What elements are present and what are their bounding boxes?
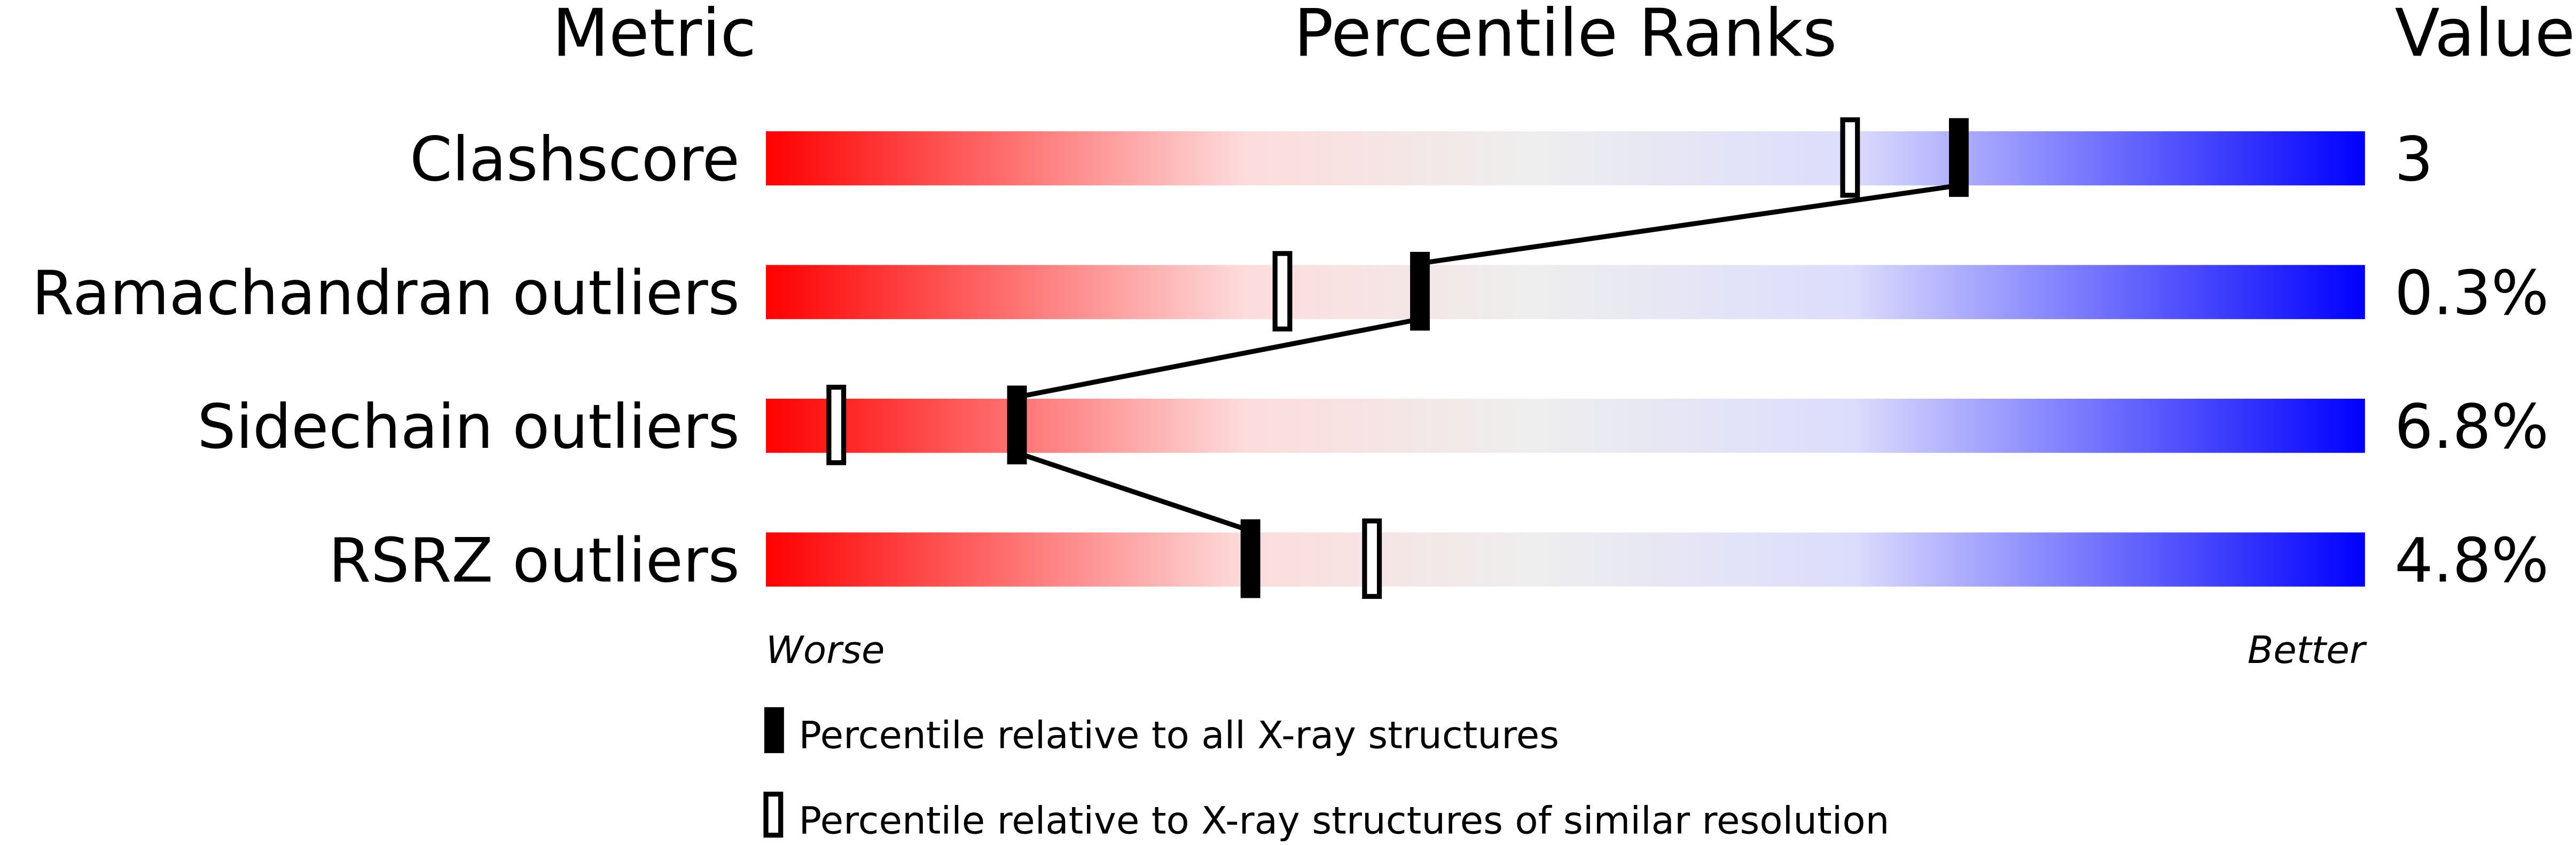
legend-similar-label: Percentile relative to X-ray structures … <box>799 798 1890 842</box>
better-label: Better <box>2248 628 2367 672</box>
all-structures-marker <box>1007 385 1027 464</box>
metric-header: Metric <box>552 0 756 72</box>
metric-label: Sidechain outliers <box>197 391 739 462</box>
gradient-bar <box>766 398 2365 453</box>
similar-resolution-marker <box>826 384 847 465</box>
metric-label: Ramachandran outliers <box>32 258 740 329</box>
metric-value: 0.3% <box>2394 258 2549 329</box>
similar-resolution-marker <box>1362 518 1382 599</box>
metric-value: 3 <box>2394 124 2433 195</box>
metric-value: 4.8% <box>2394 525 2549 596</box>
gradient-bar <box>766 532 2365 587</box>
connector-line <box>1419 183 1960 266</box>
legend-all-marker <box>764 707 784 753</box>
metric-label: Clashscore <box>410 124 740 195</box>
worse-label: Worse <box>766 628 885 672</box>
value-header: Value <box>2395 0 2575 72</box>
all-structures-marker <box>1949 118 1969 197</box>
all-structures-marker <box>1240 519 1260 598</box>
similar-resolution-marker <box>1272 251 1293 331</box>
legend-all-label: Percentile relative to all X-ray structu… <box>799 713 1560 757</box>
all-structures-marker <box>1410 251 1430 331</box>
legend-similar-marker <box>763 792 784 838</box>
connector-line <box>1016 317 1421 400</box>
similar-resolution-marker <box>1840 117 1860 198</box>
metric-label: RSRZ outliers <box>328 525 740 596</box>
ranks-header: Percentile Ranks <box>1294 0 1837 72</box>
gradient-bar <box>766 131 2365 186</box>
gradient-bar <box>766 265 2365 319</box>
metric-value: 6.8% <box>2394 391 2549 462</box>
connector-line <box>1016 450 1251 533</box>
